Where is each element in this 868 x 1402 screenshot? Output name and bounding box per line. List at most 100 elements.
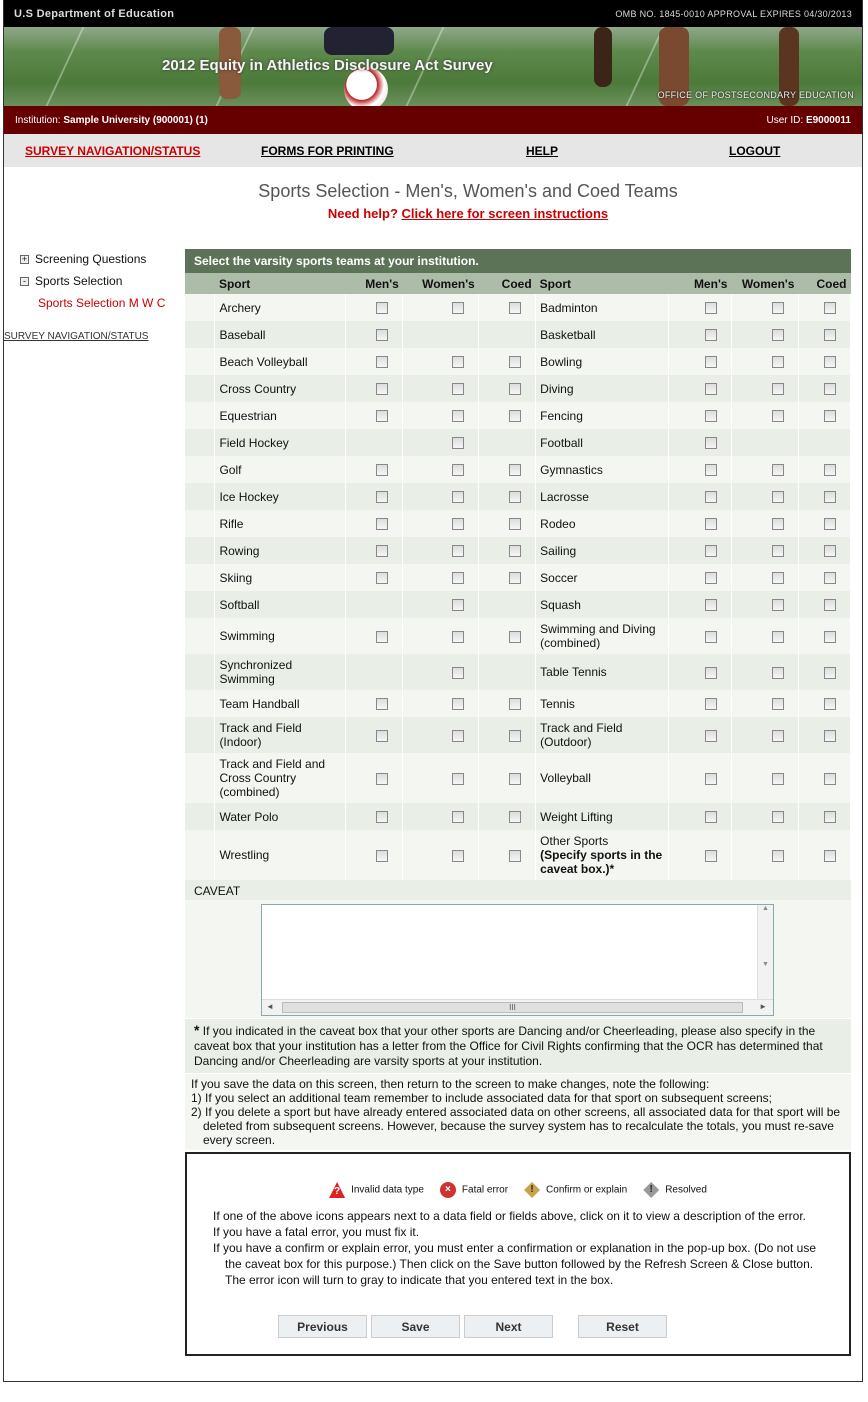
nav-logout[interactable]: LOGOUT [729,143,781,158]
coed-checkbox[interactable] [509,356,522,369]
mens-checkbox[interactable] [376,491,389,504]
womens-checkbox[interactable] [452,545,465,558]
expand-icon[interactable]: + [20,253,29,264]
womens-checkbox[interactable] [771,356,784,369]
nav-survey-navigation-status[interactable]: SURVEY NAVIGATION/STATUS [25,143,201,158]
coed-checkbox[interactable] [824,666,836,679]
coed-checkbox[interactable] [824,545,836,558]
coed-checkbox[interactable] [824,698,836,711]
coed-checkbox[interactable] [509,729,522,742]
coed-checkbox[interactable] [824,464,836,477]
mens-checkbox[interactable] [704,849,717,862]
mens-checkbox[interactable] [704,599,717,612]
coed-checkbox[interactable] [509,410,522,423]
reset-button[interactable]: Reset [578,1315,667,1338]
mens-checkbox[interactable] [704,356,717,369]
womens-checkbox[interactable] [452,729,465,742]
mens-checkbox[interactable] [704,437,717,450]
coed-checkbox[interactable] [824,329,836,342]
mens-checkbox[interactable] [704,410,717,423]
mens-checkbox[interactable] [376,572,389,585]
save-button[interactable]: Save [371,1315,460,1338]
womens-checkbox[interactable] [771,329,784,342]
coed-checkbox[interactable] [509,811,522,824]
coed-checkbox[interactable] [824,772,836,785]
coed-checkbox[interactable] [509,545,522,558]
mens-checkbox[interactable] [376,772,389,785]
coed-checkbox[interactable] [824,410,836,423]
coed-checkbox[interactable] [824,356,836,369]
vertical-scrollbar[interactable]: ▲ ▼ [757,905,773,999]
mens-checkbox[interactable] [376,698,389,711]
mens-checkbox[interactable] [376,383,389,396]
mens-checkbox[interactable] [704,545,717,558]
mens-checkbox[interactable] [376,410,389,423]
mens-checkbox[interactable] [376,545,389,558]
coed-checkbox[interactable] [824,572,836,585]
next-button[interactable]: Next [464,1315,553,1338]
screen-instructions-link[interactable]: Click here for screen instructions [401,206,609,221]
womens-checkbox[interactable] [771,410,784,423]
coed-checkbox[interactable] [509,698,522,711]
coed-checkbox[interactable] [509,302,522,315]
womens-checkbox[interactable] [452,518,465,531]
collapse-icon[interactable]: - [20,276,29,286]
mens-checkbox[interactable] [376,356,389,369]
womens-checkbox[interactable] [771,302,784,315]
nav-forms-for-printing[interactable]: FORMS FOR PRINTING [261,143,394,158]
womens-checkbox[interactable] [771,383,784,396]
mens-checkbox[interactable] [704,772,717,785]
womens-checkbox[interactable] [771,464,784,477]
mens-checkbox[interactable] [704,729,717,742]
womens-checkbox[interactable] [452,302,465,315]
womens-checkbox[interactable] [771,772,784,785]
previous-button[interactable]: Previous [278,1315,367,1338]
womens-checkbox[interactable] [771,849,784,862]
womens-checkbox[interactable] [452,666,465,679]
womens-checkbox[interactable] [452,698,465,711]
womens-checkbox[interactable] [452,383,465,396]
mens-checkbox[interactable] [704,464,717,477]
coed-checkbox[interactable] [824,630,836,643]
womens-checkbox[interactable] [771,729,784,742]
coed-checkbox[interactable] [824,729,836,742]
womens-checkbox[interactable] [452,410,465,423]
mens-checkbox[interactable] [376,329,389,342]
coed-checkbox[interactable] [824,599,836,612]
mens-checkbox[interactable] [704,491,717,504]
coed-checkbox[interactable] [824,491,836,504]
mens-checkbox[interactable] [376,302,389,315]
womens-checkbox[interactable] [771,545,784,558]
womens-checkbox[interactable] [452,491,465,504]
womens-checkbox[interactable] [771,666,784,679]
coed-checkbox[interactable] [824,383,836,396]
mens-checkbox[interactable] [704,698,717,711]
mens-checkbox[interactable] [704,302,717,315]
coed-checkbox[interactable] [824,849,836,862]
coed-checkbox[interactable] [509,464,522,477]
coed-checkbox[interactable] [509,772,522,785]
womens-checkbox[interactable] [452,437,465,450]
coed-checkbox[interactable] [509,630,522,643]
coed-checkbox[interactable] [509,491,522,504]
nav-help[interactable]: HELP [526,143,559,158]
womens-checkbox[interactable] [452,630,465,643]
caveat-textarea[interactable] [262,905,757,999]
mens-checkbox[interactable] [704,572,717,585]
mens-checkbox[interactable] [704,630,717,643]
mens-checkbox[interactable] [704,518,717,531]
womens-checkbox[interactable] [771,491,784,504]
womens-checkbox[interactable] [771,599,784,612]
womens-checkbox[interactable] [771,630,784,643]
womens-checkbox[interactable] [771,518,784,531]
sidebar-item-sports-selection[interactable]: - Sports Selection [20,274,180,288]
womens-checkbox[interactable] [452,599,465,612]
womens-checkbox[interactable] [452,849,465,862]
mens-checkbox[interactable] [376,849,389,862]
womens-checkbox[interactable] [771,572,784,585]
mens-checkbox[interactable] [376,811,389,824]
coed-checkbox[interactable] [824,518,836,531]
mens-checkbox[interactable] [704,383,717,396]
sidebar-item-sports-selection-mwc[interactable]: Sports Selection M W C [38,296,166,310]
coed-checkbox[interactable] [509,383,522,396]
